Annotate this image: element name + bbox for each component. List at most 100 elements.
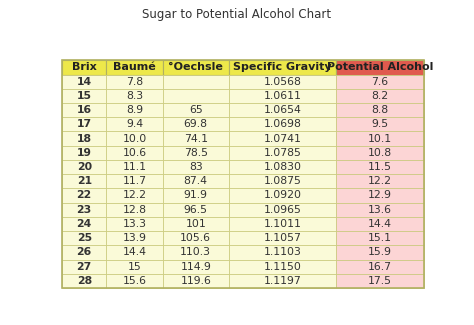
Bar <box>163 89 229 103</box>
Text: 10.8: 10.8 <box>368 148 392 158</box>
Bar <box>229 60 336 74</box>
Bar <box>62 260 106 274</box>
Text: Baumé: Baumé <box>113 62 156 72</box>
Text: 15.6: 15.6 <box>122 276 146 286</box>
Text: 19: 19 <box>77 148 92 158</box>
Bar <box>229 188 336 202</box>
Text: 10.6: 10.6 <box>122 148 146 158</box>
Bar <box>336 231 424 245</box>
Text: 18: 18 <box>77 134 92 144</box>
Text: 11.7: 11.7 <box>122 176 146 186</box>
Text: 16.7: 16.7 <box>368 262 392 272</box>
Bar <box>106 103 163 117</box>
Text: 14.4: 14.4 <box>368 219 392 229</box>
Text: 65: 65 <box>189 105 202 115</box>
Bar <box>163 188 229 202</box>
Text: 9.4: 9.4 <box>126 119 143 129</box>
Bar <box>106 260 163 274</box>
Text: 27: 27 <box>77 262 92 272</box>
Text: 83: 83 <box>189 162 202 172</box>
Text: 1.0698: 1.0698 <box>264 119 301 129</box>
Text: 1.1103: 1.1103 <box>264 247 301 257</box>
Text: 15.1: 15.1 <box>368 233 392 243</box>
Text: 12.2: 12.2 <box>368 176 392 186</box>
Bar <box>336 60 424 74</box>
Text: Brix: Brix <box>72 62 97 72</box>
Text: 1.0611: 1.0611 <box>264 91 301 101</box>
Bar <box>163 117 229 131</box>
Text: 78.5: 78.5 <box>184 148 208 158</box>
Bar <box>106 60 163 74</box>
Text: 14: 14 <box>77 77 92 87</box>
Bar <box>229 117 336 131</box>
Bar <box>163 60 229 74</box>
Text: 10.0: 10.0 <box>122 134 146 144</box>
Text: 114.9: 114.9 <box>180 262 211 272</box>
Text: 96.5: 96.5 <box>184 205 208 215</box>
Bar <box>336 74 424 89</box>
Text: 1.1150: 1.1150 <box>264 262 301 272</box>
Text: 8.3: 8.3 <box>126 91 143 101</box>
Bar <box>62 188 106 202</box>
Text: 13.9: 13.9 <box>122 233 146 243</box>
Text: 7.6: 7.6 <box>371 77 388 87</box>
Text: 101: 101 <box>185 219 206 229</box>
Text: 87.4: 87.4 <box>184 176 208 186</box>
Text: 1.0965: 1.0965 <box>264 205 301 215</box>
Bar <box>106 131 163 146</box>
Text: 15: 15 <box>77 91 92 101</box>
Bar <box>163 131 229 146</box>
Text: 14.4: 14.4 <box>122 247 146 257</box>
Text: 23: 23 <box>77 205 92 215</box>
Bar <box>106 174 163 188</box>
Text: 91.9: 91.9 <box>184 190 208 201</box>
Bar <box>336 103 424 117</box>
Bar <box>163 260 229 274</box>
Text: 1.0830: 1.0830 <box>264 162 301 172</box>
Text: 28: 28 <box>77 276 92 286</box>
Text: 119.6: 119.6 <box>180 276 211 286</box>
Bar <box>163 202 229 217</box>
Text: 1.1057: 1.1057 <box>264 233 301 243</box>
Bar <box>106 274 163 288</box>
Text: 17: 17 <box>77 119 92 129</box>
Bar <box>106 146 163 160</box>
Bar <box>163 231 229 245</box>
Bar <box>106 202 163 217</box>
Text: °Oechsle: °Oechsle <box>168 62 223 72</box>
Text: 1.0920: 1.0920 <box>264 190 301 201</box>
Bar <box>229 174 336 188</box>
Text: 13.3: 13.3 <box>122 219 146 229</box>
Bar <box>336 274 424 288</box>
Text: 1.0785: 1.0785 <box>264 148 301 158</box>
Bar <box>336 174 424 188</box>
Text: 11.5: 11.5 <box>368 162 392 172</box>
Bar <box>163 146 229 160</box>
Bar <box>62 217 106 231</box>
Bar <box>106 217 163 231</box>
Bar <box>229 131 336 146</box>
Text: 25: 25 <box>77 233 92 243</box>
Text: 26: 26 <box>77 247 92 257</box>
Bar <box>229 245 336 260</box>
Bar <box>106 231 163 245</box>
Bar <box>229 146 336 160</box>
Text: 74.1: 74.1 <box>184 134 208 144</box>
Bar <box>336 131 424 146</box>
Bar <box>336 245 424 260</box>
Bar <box>62 274 106 288</box>
Bar <box>62 60 106 74</box>
Bar <box>62 245 106 260</box>
Text: 15.9: 15.9 <box>368 247 392 257</box>
Bar <box>106 89 163 103</box>
Text: 110.3: 110.3 <box>180 247 211 257</box>
Text: Specific Gravity: Specific Gravity <box>233 62 332 72</box>
Text: 12.2: 12.2 <box>122 190 146 201</box>
Bar <box>62 103 106 117</box>
Bar <box>62 174 106 188</box>
Text: 1.0568: 1.0568 <box>264 77 301 87</box>
Bar <box>106 188 163 202</box>
Text: 12.8: 12.8 <box>122 205 146 215</box>
Text: 11.1: 11.1 <box>122 162 146 172</box>
Text: 1.0741: 1.0741 <box>264 134 301 144</box>
